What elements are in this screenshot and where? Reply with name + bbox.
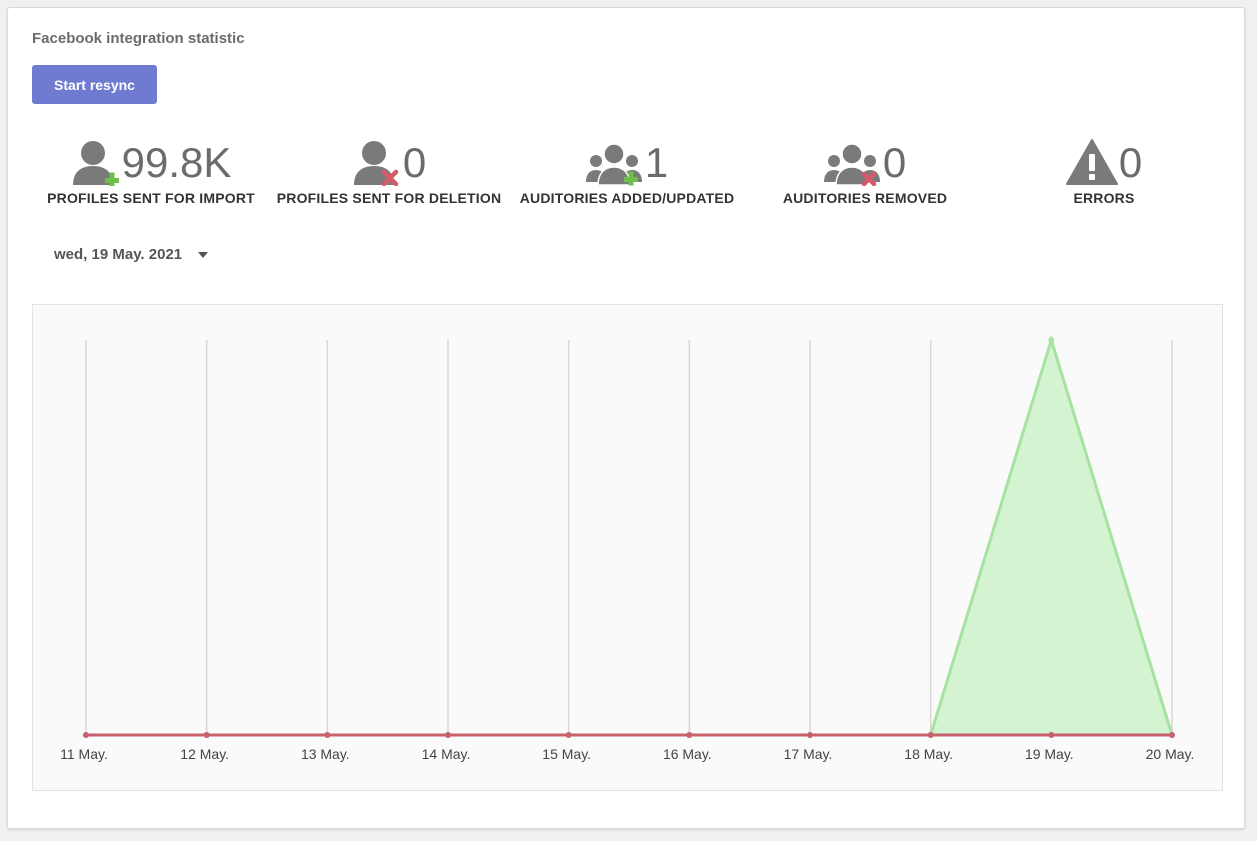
stat-label: PROFILES SENT FOR DELETION bbox=[276, 190, 502, 206]
start-resync-button[interactable]: Start resync bbox=[32, 65, 157, 104]
user-remove-icon bbox=[353, 141, 399, 186]
x-tick-label: 13 May. bbox=[301, 746, 350, 762]
x-tick-label: 19 May. bbox=[1025, 746, 1074, 762]
date-select-value: wed, 19 May. 2021 bbox=[54, 246, 183, 263]
users-remove-icon bbox=[823, 143, 880, 186]
x-tick-label: 20 May. bbox=[1146, 746, 1195, 762]
stat-auditories-added: 1 AUDITORIES ADDED/UPDATED bbox=[512, 134, 742, 207]
stat-value: 0 bbox=[882, 139, 907, 186]
date-select[interactable]: wed, 19 May. 2021 bbox=[54, 246, 209, 263]
data-point bbox=[565, 732, 572, 738]
stat-value: 0 bbox=[402, 139, 427, 186]
series-area bbox=[86, 340, 1172, 735]
facebook-statistic-card: Facebook integration statistic Start res… bbox=[7, 7, 1245, 829]
data-point bbox=[445, 732, 451, 738]
users-add-icon bbox=[585, 143, 642, 186]
stat-label: AUDITORIES REMOVED bbox=[782, 190, 948, 206]
chart-svg: 11 May. 12 May. 13 May. 14 May. 15 May. 16 Ma… bbox=[60, 334, 1195, 762]
caret-down-icon bbox=[198, 251, 209, 258]
data-point bbox=[324, 732, 331, 738]
stat-value: 0 bbox=[1118, 139, 1143, 186]
data-point bbox=[1169, 732, 1175, 738]
x-tick-label: 11 May. bbox=[60, 746, 108, 762]
data-point bbox=[927, 732, 934, 738]
stat-auditories-removed: 0 AUDITORIES REMOVED bbox=[750, 134, 980, 207]
stat-profiles-deletion: 0 PROFILES SENT FOR DELETION bbox=[274, 134, 504, 206]
x-tick-label: 15 May. bbox=[542, 746, 591, 762]
stat-errors: 0 ERRORS bbox=[989, 134, 1219, 206]
data-point bbox=[807, 732, 813, 738]
data-point bbox=[83, 732, 89, 738]
data-point bbox=[686, 732, 693, 738]
stat-value: 1 bbox=[644, 139, 669, 186]
x-tick-label: 14 May. bbox=[422, 746, 471, 762]
card-title: Facebook integration statistic bbox=[32, 30, 245, 47]
stat-label: AUDITORIES ADDED/UPDATED bbox=[519, 190, 735, 206]
statistic-chart: 11 May. 12 May. 13 May. 14 May. 15 May. 16 Ma… bbox=[32, 304, 1223, 791]
x-tick-label: 12 May. bbox=[180, 746, 229, 762]
stat-profiles-import: 99.8K PROFILES SENT FOR IMPORT bbox=[36, 134, 266, 206]
x-tick-label: 16 May. bbox=[663, 746, 712, 762]
warning-icon bbox=[1065, 139, 1118, 185]
x-tick-label: 17 May. bbox=[784, 746, 833, 762]
data-point bbox=[203, 732, 210, 738]
x-tick-label: 18 May. bbox=[904, 746, 953, 762]
stat-value: 99.8K bbox=[121, 139, 232, 186]
stat-label: ERRORS bbox=[1073, 190, 1135, 206]
user-add-icon bbox=[72, 141, 119, 186]
stat-label: PROFILES SENT FOR IMPORT bbox=[47, 190, 255, 206]
data-point bbox=[1048, 732, 1055, 738]
data-point bbox=[1048, 337, 1055, 343]
